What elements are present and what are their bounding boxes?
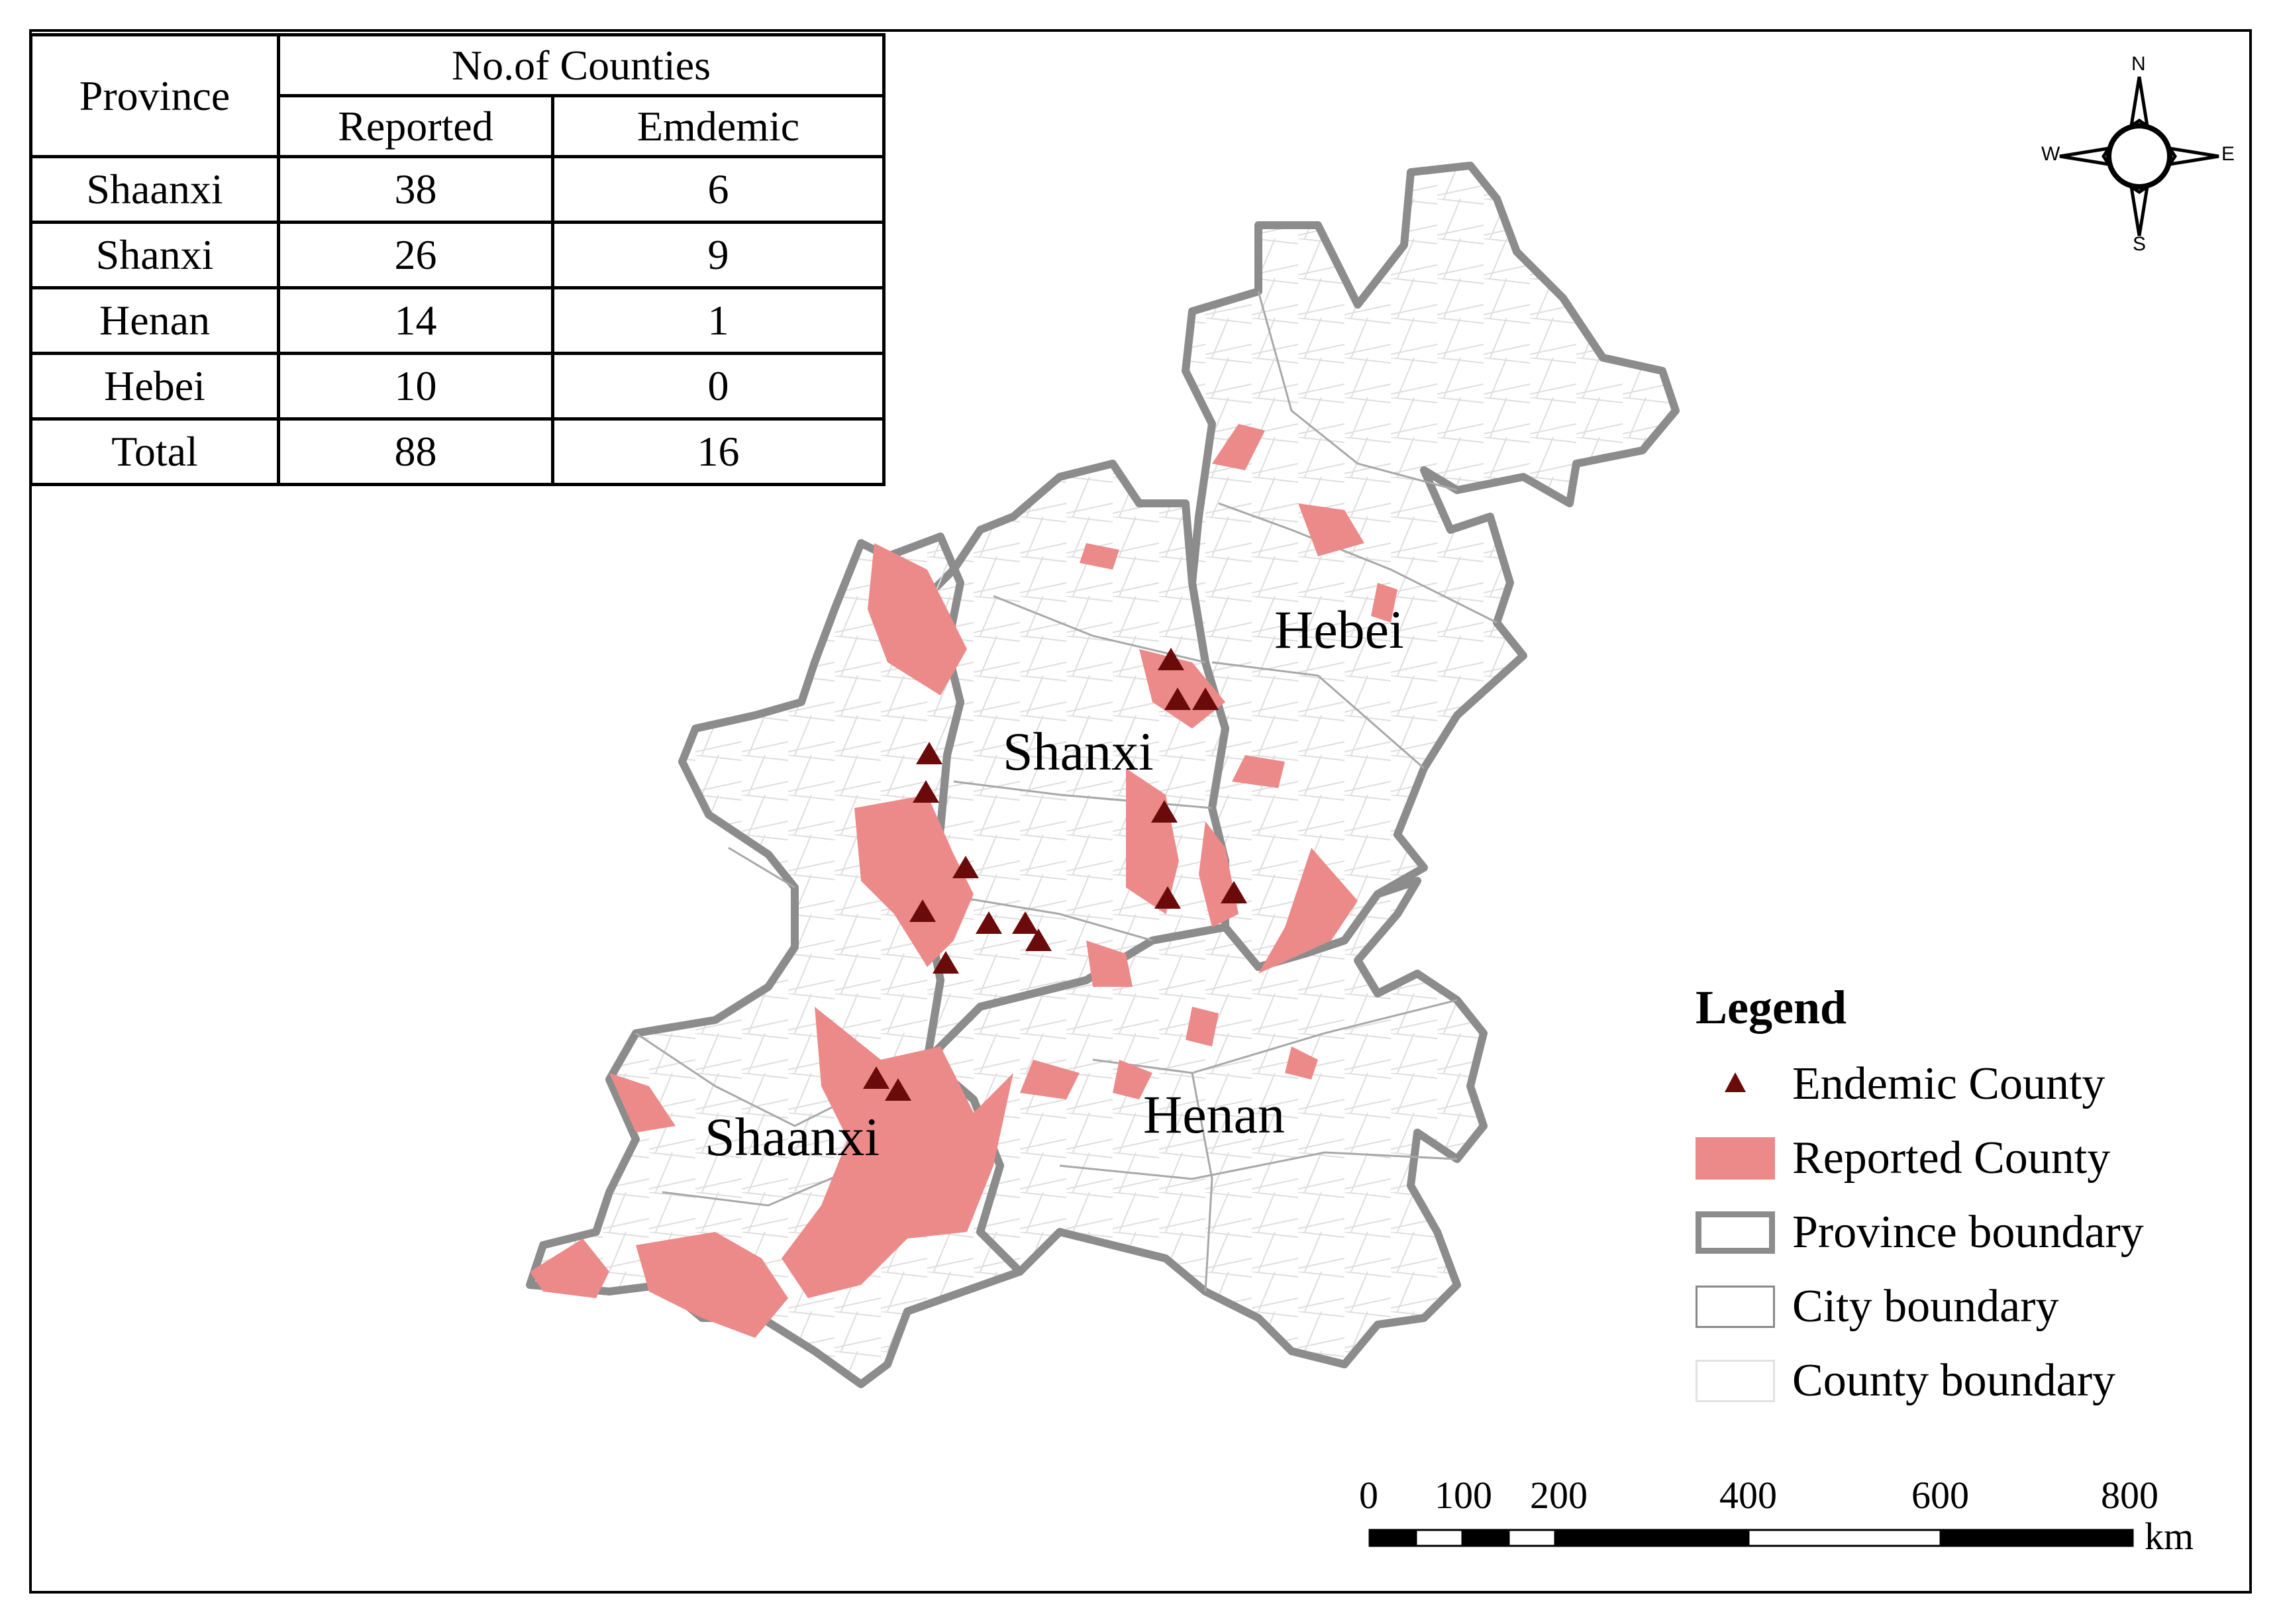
cell-reported: 26 [277,221,554,289]
cell-reported: 38 [277,155,554,224]
endemic-marker [1025,929,1052,951]
county-count-table: Province No.of Counties Reported Emdemic… [29,33,886,486]
endemic-marker [916,742,942,764]
table-row: Total 88 16 [29,417,886,486]
province-henan [923,877,1488,1368]
legend-item-city: City boundary [1696,1270,2225,1344]
header-reported: Reported [277,94,554,158]
endemic-marker [863,1066,889,1089]
label-shanxi: Shanxi [1003,721,1154,782]
cell-reported: 88 [277,417,554,486]
cell-endemic: 1 [551,286,886,355]
compass-w: W [2041,143,2060,165]
cell-endemic: 9 [551,221,886,289]
header-province: Province [29,33,280,158]
cell-endemic: 0 [551,352,886,421]
cell-province: Total [29,417,280,486]
compass-e: E [2221,143,2235,165]
endemic-marker [933,951,959,974]
scale-tick-200: 200 [1530,1474,1588,1517]
endemic-marker [1221,881,1247,903]
table-row: Hebei 10 0 [29,352,886,421]
label-shaanxi: Shaanxi [705,1107,880,1167]
endemic-marker [976,911,1002,934]
triangle-icon [1696,1063,1775,1105]
legend-label: Reported County [1792,1133,2111,1184]
endemic-marker [1192,687,1219,710]
table-row: Shaanxi 38 6 [29,155,886,224]
reported-counties [530,424,1397,1338]
legend-item-county: County boundary [1696,1344,2225,1418]
scale-tick-600: 600 [1911,1474,1969,1517]
scale-tick-400: 400 [1719,1474,1777,1517]
header-endemic: Emdemic [551,94,886,158]
province-swatch [1696,1211,1775,1254]
scale-tick-800: 800 [2101,1474,2158,1517]
legend-title: Legend [1696,981,1847,1034]
map-frame [29,29,2252,1594]
endemic-marker [909,899,936,922]
scale-bar [1368,1529,2134,1547]
scale-unit: km [2145,1515,2194,1558]
scale-tick-0: 0 [1359,1474,1378,1517]
map-legend: Legend Endemic County Reported County Pr… [1696,980,2225,1418]
compass-s: S [2133,233,2147,255]
endemic-marker [1154,886,1181,909]
label-hebei: Hebei [1274,599,1404,660]
endemic-marker [1164,687,1191,710]
legend-label: City boundary [1792,1281,2059,1332]
compass-rose-icon [2059,76,2219,236]
endemic-marker [885,1078,911,1101]
endemic-marker [952,856,979,878]
scale-tick-100: 100 [1435,1474,1492,1517]
endemic-marker [1151,800,1178,823]
north-arrow-compass: N S W E [2041,53,2235,256]
compass-n: N [2131,53,2146,75]
city-swatch [1696,1286,1775,1328]
province-hebei [1182,162,1680,971]
cell-province: Hebei [29,352,280,421]
cell-endemic: 6 [551,155,886,224]
legend-item-reported: Reported County [1696,1121,2225,1195]
cell-reported: 10 [277,352,554,421]
reported-swatch [1696,1137,1775,1180]
cell-province: Shanxi [29,221,280,289]
legend-item-endemic: Endemic County [1696,1047,2225,1121]
endemic-marker [1012,911,1039,934]
table-row: Shanxi 26 9 [29,221,886,289]
legend-label: Endemic County [1792,1058,2105,1109]
cell-province: Shaanxi [29,155,280,224]
legend-label: Province boundary [1792,1207,2144,1258]
cell-reported: 14 [277,286,554,355]
cell-province: Henan [29,286,280,355]
endemic-markers [863,648,1247,1101]
label-henan: Henan [1143,1084,1286,1144]
county-swatch [1696,1360,1775,1402]
header-counties: No.of Counties [277,33,886,97]
city-boundaries [635,291,1497,1292]
legend-item-province: Province boundary [1696,1195,2225,1270]
table-row: Henan 14 1 [29,286,886,355]
endemic-marker [913,780,939,803]
legend-label: County boundary [1792,1355,2116,1406]
cell-endemic: 16 [551,417,886,486]
endemic-marker [1158,648,1184,670]
